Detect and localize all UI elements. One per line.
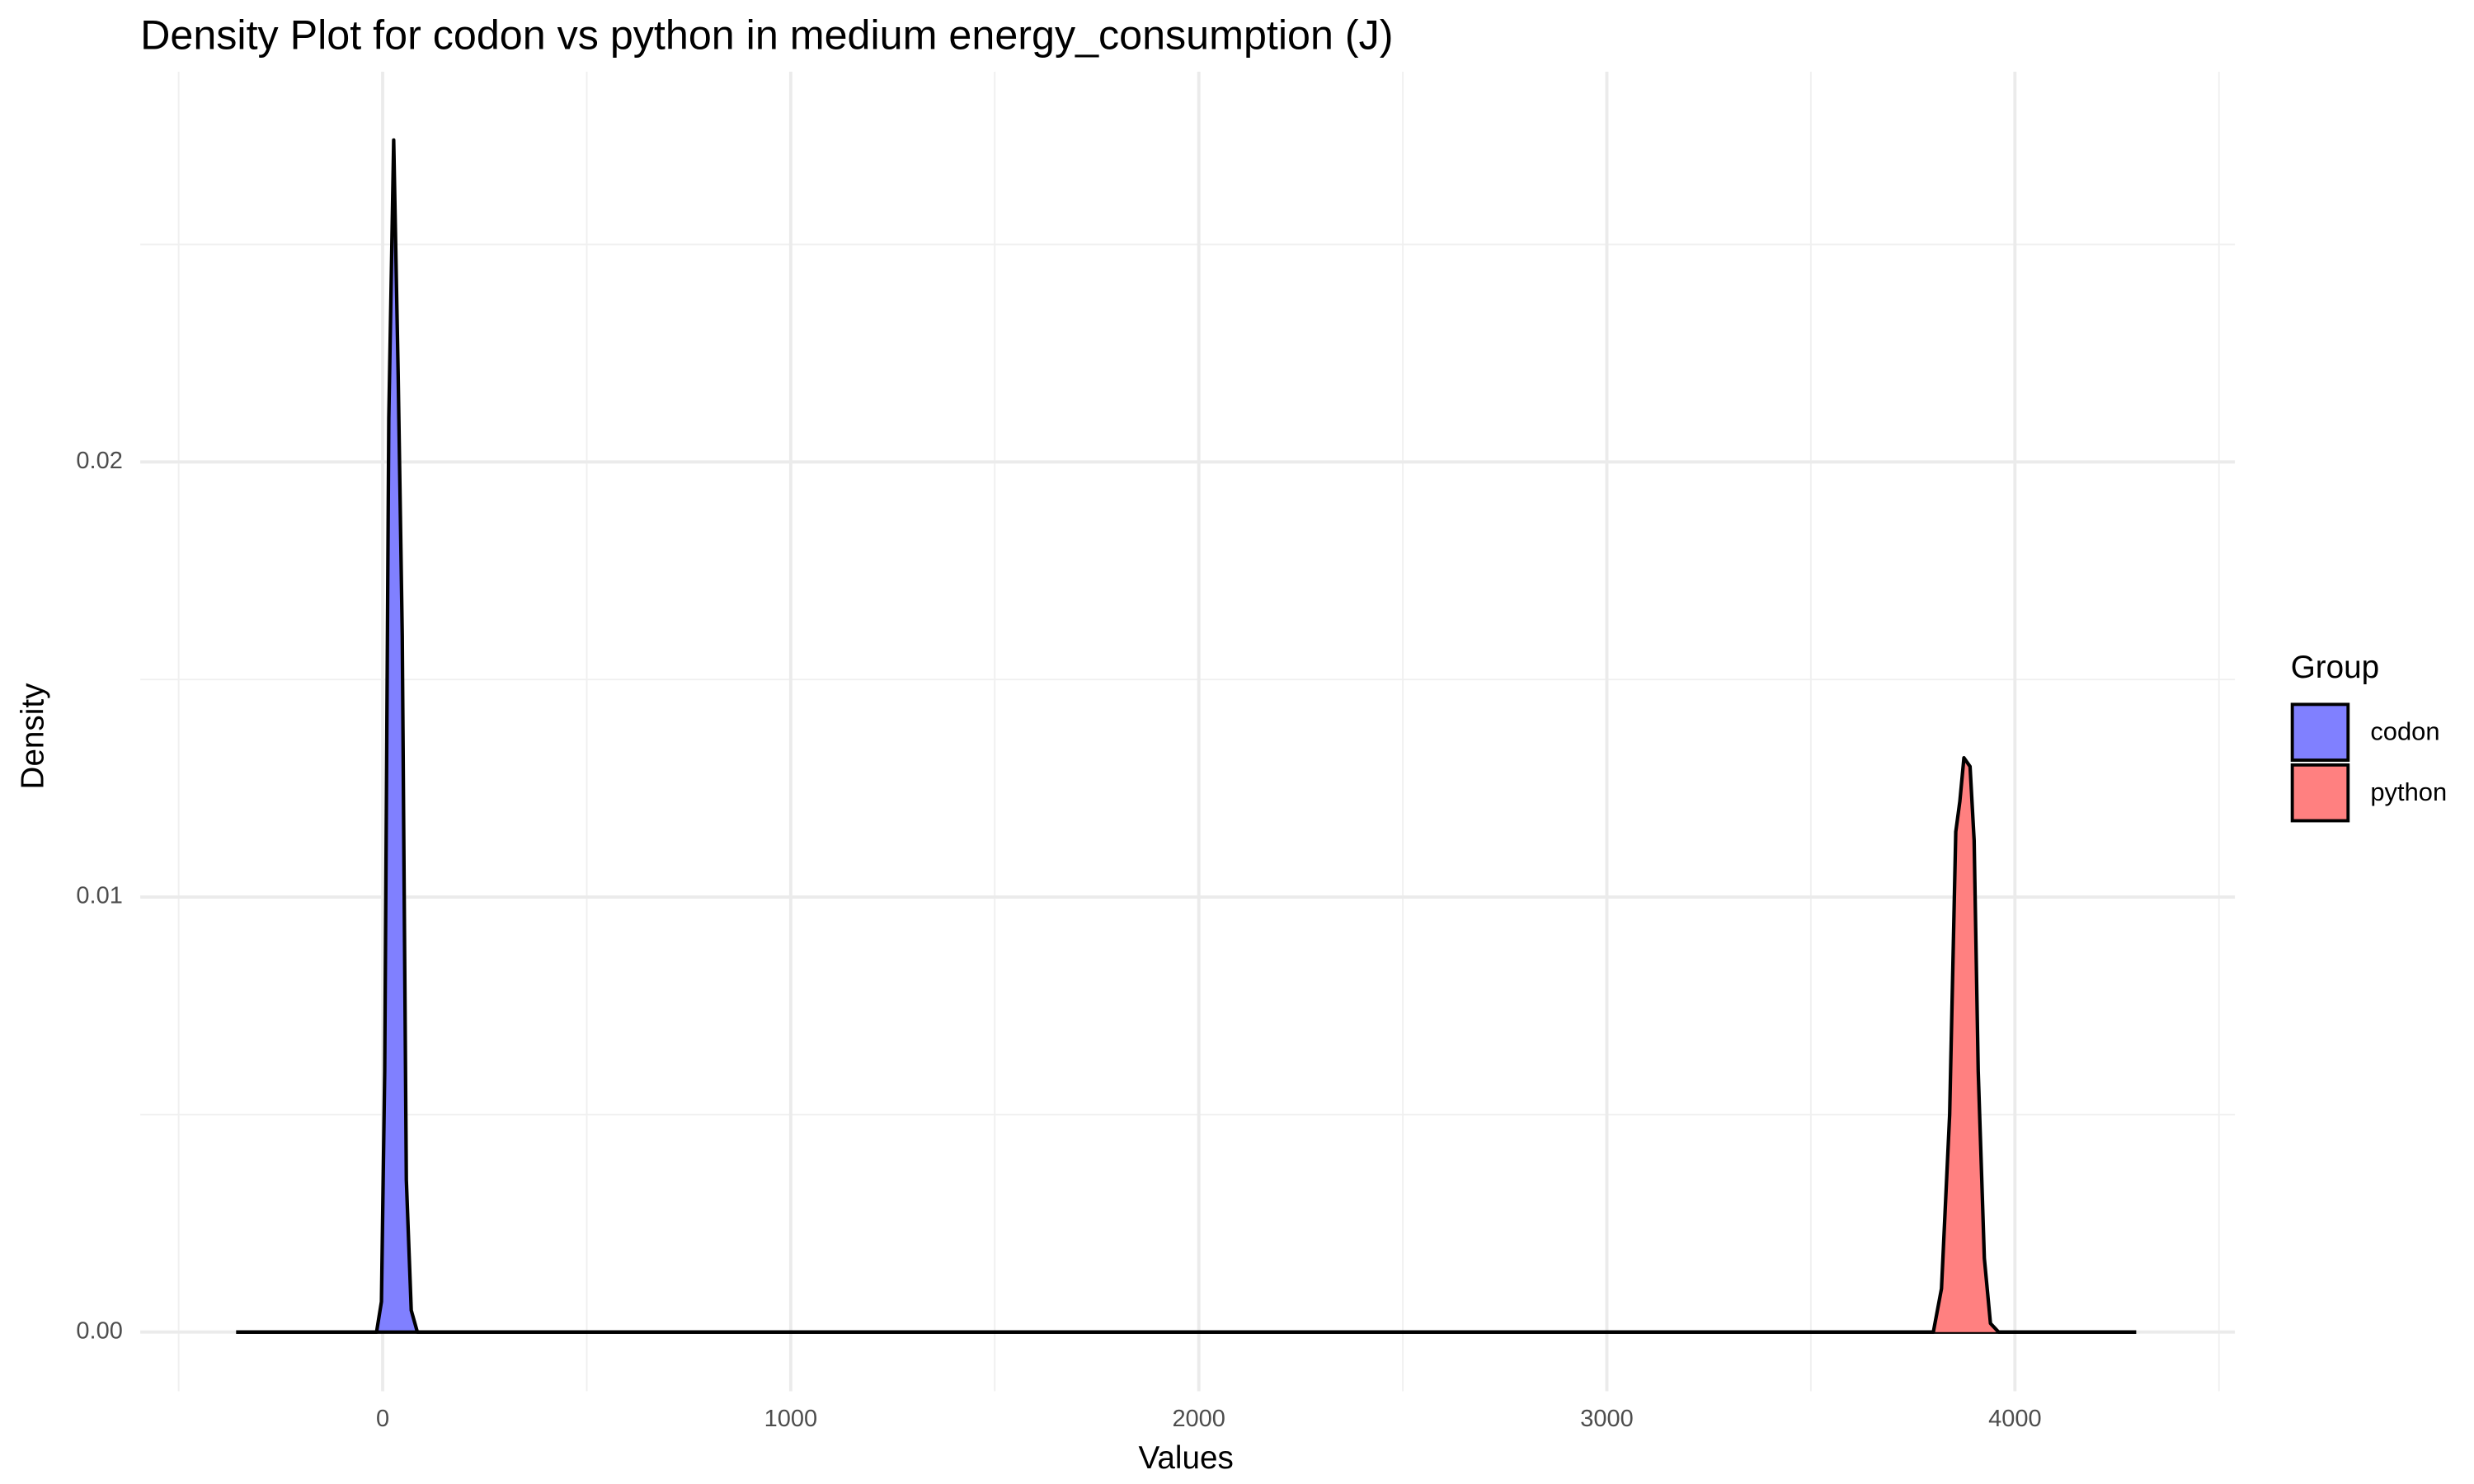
legend-label: python — [2370, 777, 2447, 806]
density-line — [236, 138, 2137, 1334]
x-axis-title: Values — [1139, 1440, 1234, 1476]
x-tick-label: 0 — [376, 1406, 389, 1432]
chart-title: Density Plot for codon vs python in medi… — [140, 12, 1393, 59]
legend-key — [2290, 763, 2350, 823]
x-tick-label: 3000 — [1580, 1406, 1633, 1432]
y-tick-label: 0.01 — [76, 883, 122, 909]
density-area — [236, 758, 2137, 1332]
y-tick-label: 0.02 — [76, 448, 122, 474]
legend: codon python — [2290, 702, 2447, 823]
density-line — [236, 756, 2137, 1334]
legend-title: Group — [2291, 650, 2379, 685]
plot — [236, 138, 2137, 1334]
y-axis-title: Density — [16, 683, 51, 790]
y-tick-label: 0.00 — [76, 1317, 122, 1344]
grid: 0 1000 2000 3000 4000 0.00 0.01 0.02 — [76, 71, 2236, 1432]
x-tick-label: 1000 — [764, 1406, 817, 1432]
x-tick-label: 2000 — [1172, 1406, 1225, 1432]
legend-key — [2290, 702, 2350, 762]
legend-label: codon — [2370, 716, 2439, 745]
x-tick-label: 4000 — [1988, 1406, 2041, 1432]
